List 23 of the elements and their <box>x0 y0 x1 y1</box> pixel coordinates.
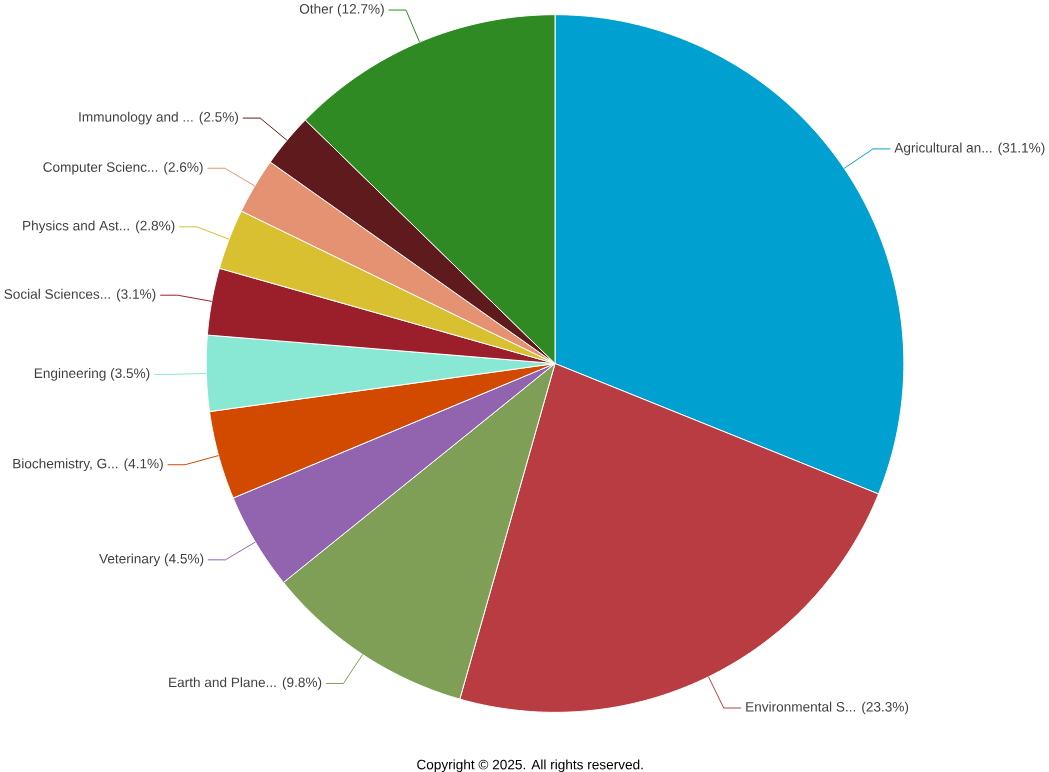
slice-label: Biochemistry, G... <box>13 458 118 472</box>
data-label: (2.5%) <box>199 111 239 125</box>
slice-label: Physics and Ast... <box>23 220 129 234</box>
data-label: (2.6%) <box>164 161 203 175</box>
data-label: (4.1%) <box>124 458 163 472</box>
data-label: (23.3%) <box>862 701 909 715</box>
data-label: (2.8%) <box>136 220 175 234</box>
data-label: (12.7%) <box>337 3 384 17</box>
slice-label: Computer Scienc... <box>43 161 158 175</box>
slice-label: Environmental S... <box>746 701 856 712</box>
slice-label: Social Sciences... <box>4 288 110 299</box>
data-label: (4.5%) <box>164 553 204 567</box>
slice-label: Immunology and ... <box>79 111 193 125</box>
data-label: (31.1%) <box>998 142 1045 156</box>
slice-label: Agricultural an... <box>894 142 992 156</box>
data-label: (3.1%) <box>116 288 156 302</box>
slice-label: Other <box>299 3 334 14</box>
slice-label: Veterinary <box>99 553 161 567</box>
data-label: (3.5%) <box>110 368 150 381</box>
slice-label: Engineering <box>34 368 106 381</box>
data-label: (9.8%) <box>282 677 322 690</box>
text: Copyright © 2025. All rights reserved. <box>417 759 643 772</box>
slice-label: Earth and Plane... <box>169 677 276 688</box>
